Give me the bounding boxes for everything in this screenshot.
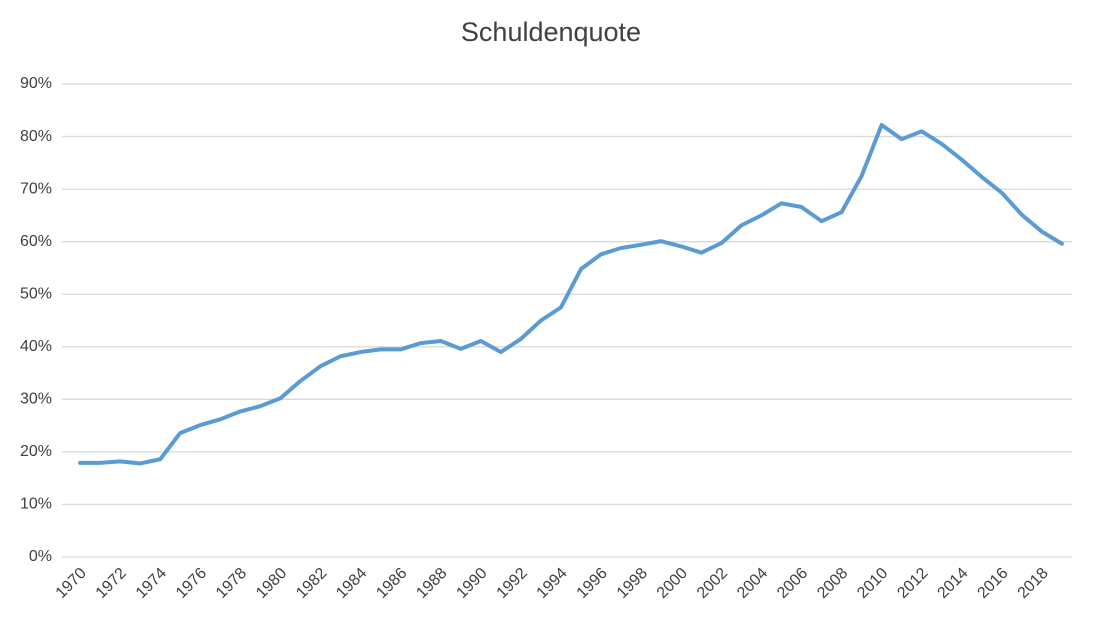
x-tick-label: 2012 <box>894 565 931 602</box>
x-tick-label: 1980 <box>253 565 290 602</box>
x-tick-label: 1988 <box>413 565 450 602</box>
x-tick-label: 1974 <box>133 565 170 602</box>
x-tick-label: 1978 <box>213 565 250 602</box>
y-tick-label: 0% <box>29 548 52 565</box>
y-tick-label: 10% <box>20 496 52 513</box>
x-tick-label: 2006 <box>774 565 811 602</box>
x-tick-label: 2018 <box>1015 565 1052 602</box>
x-tick-label: 2014 <box>934 565 971 602</box>
data-line <box>78 122 1064 466</box>
x-tick-label: 2016 <box>974 565 1011 602</box>
x-tick-label: 1976 <box>173 565 210 602</box>
y-tick-label: 20% <box>20 443 52 460</box>
x-tick-label: 2004 <box>734 565 771 602</box>
x-tick-label: 1994 <box>534 565 571 602</box>
x-tick-label: 1972 <box>93 565 130 602</box>
x-tick-label: 1986 <box>373 565 410 602</box>
x-tick-label: 2000 <box>654 565 691 602</box>
y-tick-label: 60% <box>20 233 52 250</box>
x-tick-label: 1982 <box>293 565 330 602</box>
y-tick-label: 30% <box>20 391 52 408</box>
x-tick-label: 1998 <box>614 565 651 602</box>
x-tick-label: 2008 <box>814 565 851 602</box>
x-tick-label: 2002 <box>694 565 731 602</box>
y-tick-label: 80% <box>20 128 52 145</box>
y-tick-label: 70% <box>20 180 52 197</box>
x-tick-label: 2010 <box>854 565 891 602</box>
chart-title: Schuldenquote <box>461 17 641 47</box>
x-tick-label: 1984 <box>333 565 370 602</box>
x-tick-label: 1992 <box>494 565 531 602</box>
x-tick-label: 1996 <box>574 565 611 602</box>
y-tick-label: 90% <box>20 75 52 92</box>
x-tick-label: 1970 <box>53 565 90 602</box>
y-tick-label: 40% <box>20 338 52 355</box>
y-tick-label: 50% <box>20 285 52 302</box>
x-tick-label: 1990 <box>453 565 490 602</box>
